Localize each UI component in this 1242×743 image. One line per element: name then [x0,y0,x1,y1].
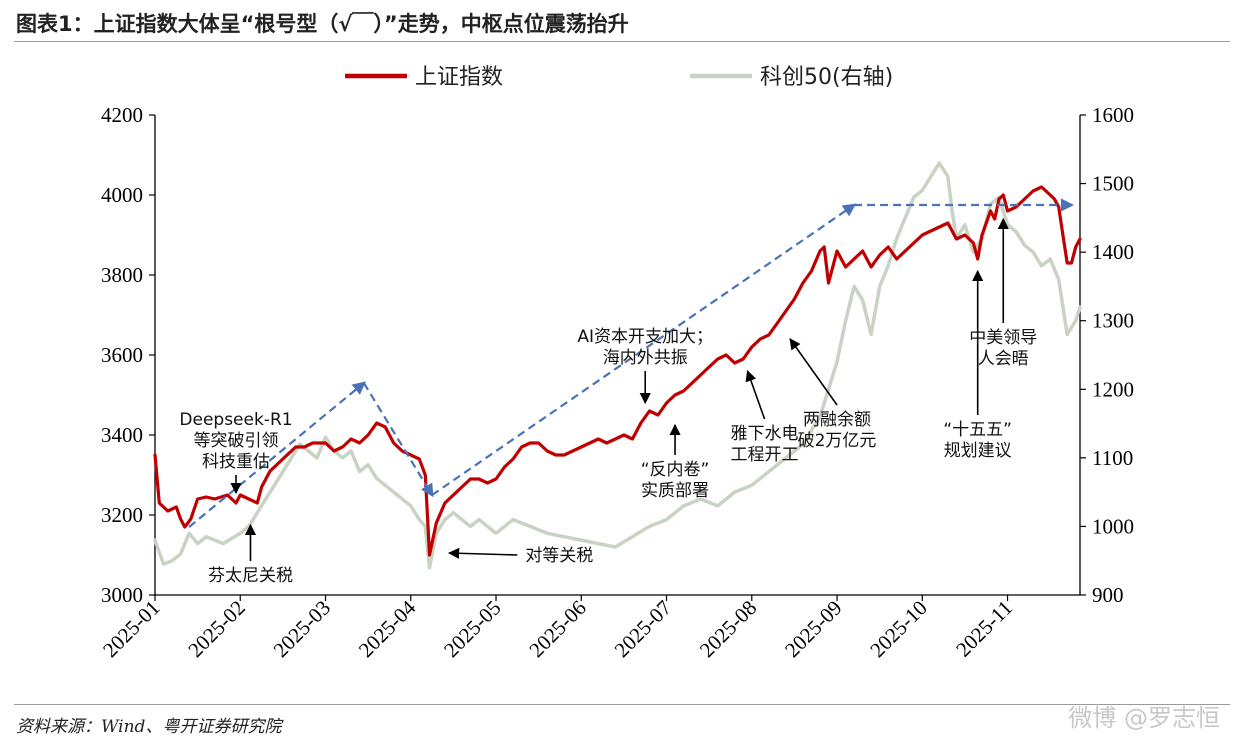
x-tick-label: 2025-09 [780,596,846,662]
annotation-text: 规划建议 [944,441,1012,461]
right-tick-label: 1200 [1092,377,1134,401]
left-tick-label: 4200 [101,103,143,127]
annotation-text: 实质部署 [641,481,709,501]
annotation-text: 等突破引领 [193,431,278,451]
x-tick-label: 2025-06 [524,596,590,662]
annotation-text: AI资本开支加大； [577,327,713,347]
x-tick-label: 2025-03 [269,596,335,662]
left-tick-label: 3000 [101,583,143,607]
right-tick-label: 900 [1092,583,1124,607]
watermark: 微博 @罗志恒 [1068,704,1220,732]
x-tick-label: 2025-02 [183,596,249,662]
annotation-text: 中美领导 [969,328,1037,348]
x-tick-label: 2025-08 [695,596,761,662]
right-tick-label: 1300 [1092,309,1134,333]
annotation-text: 对等关税 [525,546,593,566]
annotation-text: Deepseek-R1 [179,410,292,430]
trend-arrow [362,382,434,498]
chart-title: 图表1：上证指数大体呈“根号型（√￣）”走势，中枢点位震荡抬升 [16,12,629,36]
left-tick-label: 3800 [101,263,143,287]
annotation-text: 工程开工 [731,445,799,465]
left-tick-label: 3200 [101,503,143,527]
annotation-text: 人会晤 [978,349,1029,369]
legend-label-1: 科创50(右轴) [760,65,893,90]
x-tick-label: 2025-10 [865,596,931,662]
x-tick-label: 2025-04 [354,595,421,662]
annotation-text: “十五五” [943,420,1012,440]
annotation-text: 海内外共振 [603,348,688,368]
annotation-text: 雅下水电 [731,424,799,444]
annotation-text: 科技重估 [202,452,270,472]
right-tick-label: 1500 [1092,172,1134,196]
x-tick-label: 2025-07 [610,596,676,662]
right-tick-label: 1600 [1092,103,1134,127]
left-tick-label: 3600 [101,343,143,367]
right-tick-label: 1100 [1092,446,1133,470]
annotation-text: 破2万亿元 [798,431,877,451]
legend-label-0: 上证指数 [415,65,503,90]
source-note: 资料来源：Wind、粤开证券研究院 [16,717,282,737]
left-tick-label: 3400 [101,423,143,447]
annotation-text: 两融余额 [803,410,871,430]
title-rule [14,41,1230,42]
annotation-arrow [745,369,766,420]
x-tick-label: 2025-05 [439,596,505,662]
annotation-text: 芬太尼关税 [208,566,293,586]
series-line-sse [153,185,1082,557]
trend-arrow [188,381,366,528]
annotation-text: “反内卷” [641,460,710,480]
right-tick-label: 1400 [1092,240,1134,264]
right-tick-label: 1000 [1092,514,1134,538]
left-tick-label: 4000 [101,183,143,207]
annotation-arrow [789,338,838,406]
chart-legend: 上证指数 科创50(右轴) [345,65,893,90]
trend-arrow [431,203,857,496]
annotation-arrow [448,547,518,559]
x-tick-label: 2025-11 [951,596,1017,662]
chart-series [153,161,1082,570]
source-rule [14,704,1230,705]
trend-lines [188,198,1075,528]
